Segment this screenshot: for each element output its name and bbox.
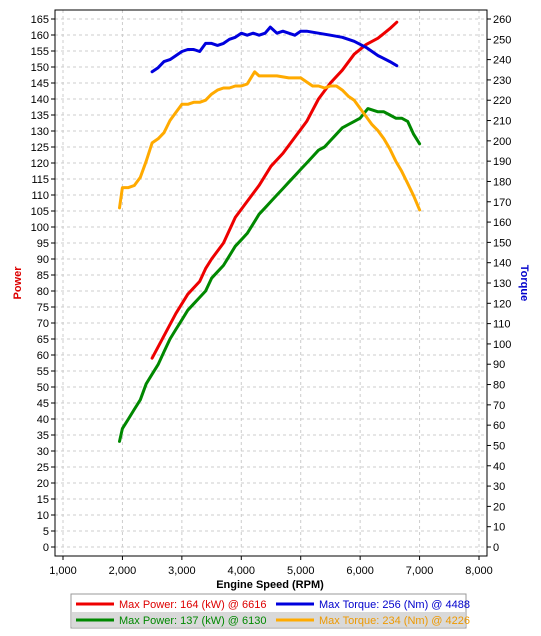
y-axis-left-title: Power (12, 266, 24, 300)
y-right-tick-label: 140 (493, 258, 511, 270)
y-left-tick-label: 155 (31, 46, 49, 58)
y-left-tick-label: 50 (37, 382, 49, 394)
series-line-3 (118, 70, 422, 212)
y-right-tick-label: 170 (493, 197, 511, 209)
y-left-tick-label: 65 (37, 334, 49, 346)
x-tick-label: 8,000 (465, 565, 493, 577)
y-right-tick-label: 50 (493, 440, 505, 452)
x-tick-label: 7,000 (406, 565, 434, 577)
y-left-tick-label: 160 (31, 30, 49, 42)
y-axis-left: 0 5 10 15 20 25 30 35 40 45 50 55 60 65 70 75 80 85 90 95 10… (31, 14, 55, 554)
y-right-tick-label: 230 (493, 75, 511, 87)
x-tick-label: 1,000 (49, 565, 77, 577)
y-left-tick-label: 115 (31, 174, 49, 186)
y-left-tick-label: 110 (31, 190, 49, 202)
x-axis: 1,000 2,000 3,000 4,000 5,000 6,000 7,000 8,000 (49, 556, 493, 577)
y-right-tick-label: 90 (493, 359, 505, 371)
y-left-tick-label: 0 (43, 542, 49, 554)
x-axis-title: Engine Speed (RPM) (216, 579, 324, 591)
legend-row-shade (72, 612, 465, 627)
series-line-0 (150, 20, 399, 360)
series-lines (118, 20, 422, 443)
y-right-tick-label: 10 (493, 522, 505, 534)
y-right-tick-label: 160 (493, 217, 511, 229)
x-tick-label: 2,000 (109, 565, 137, 577)
y-right-tick-label: 60 (493, 420, 505, 432)
y-right-tick-label: 180 (493, 176, 511, 188)
y-left-tick-label: 25 (37, 462, 49, 474)
y-right-tick-label: 0 (493, 542, 499, 554)
y-right-tick-label: 210 (493, 116, 511, 128)
legend-entry-label: Max Torque: 234 (Nm) @ 4226 (319, 615, 470, 627)
y-right-tick-label: 190 (493, 156, 511, 168)
y-right-tick-label: 20 (493, 501, 505, 513)
y-axis-right-title: Torque (518, 265, 530, 301)
y-left-tick-label: 75 (37, 302, 49, 314)
y-left-tick-label: 60 (37, 350, 49, 362)
y-right-tick-label: 220 (493, 95, 511, 107)
y-left-tick-label: 95 (37, 238, 49, 250)
y-left-tick-label: 90 (37, 254, 49, 266)
legend: Max Power: 164 (kW) @ 6616 Max Torque: 25… (70, 593, 470, 629)
y-left-tick-label: 85 (37, 270, 49, 282)
y-left-tick-label: 80 (37, 286, 49, 298)
y-right-tick-label: 70 (493, 400, 505, 412)
y-right-tick-label: 260 (493, 14, 511, 26)
y-left-tick-label: 55 (37, 366, 49, 378)
x-tick-label: 3,000 (168, 565, 196, 577)
y-axis-right: 0 10 20 30 40 50 60 70 80 90 100 110 120 130 140 150 160… (487, 14, 511, 554)
y-left-tick-label: 150 (31, 62, 49, 74)
y-right-tick-label: 240 (493, 55, 511, 67)
y-left-tick-label: 5 (43, 526, 49, 538)
y-right-tick-label: 150 (493, 237, 511, 249)
y-right-tick-label: 30 (493, 481, 505, 493)
y-left-tick-label: 15 (37, 494, 49, 506)
y-left-tick-label: 125 (31, 142, 49, 154)
y-right-tick-label: 250 (493, 34, 511, 46)
y-right-tick-label: 40 (493, 461, 505, 473)
legend-entry-label: Max Power: 164 (kW) @ 6616 (119, 599, 267, 611)
y-right-tick-label: 200 (493, 136, 511, 148)
y-right-tick-label: 80 (493, 380, 505, 392)
legend-entry-label: Max Torque: 256 (Nm) @ 4488 (319, 599, 470, 611)
y-left-tick-label: 135 (31, 110, 49, 122)
y-right-tick-label: 110 (493, 319, 511, 331)
y-left-tick-label: 120 (31, 158, 49, 170)
legend-entry-label: Max Power: 137 (kW) @ 6130 (119, 615, 267, 627)
y-left-tick-label: 105 (31, 206, 49, 218)
x-tick-label: 5,000 (287, 565, 315, 577)
y-right-tick-label: 100 (493, 339, 511, 351)
y-left-tick-label: 145 (31, 78, 49, 90)
y-left-tick-label: 165 (31, 14, 49, 26)
y-left-tick-label: 10 (37, 510, 49, 522)
y-left-tick-label: 130 (31, 126, 49, 138)
x-tick-label: 6,000 (346, 565, 374, 577)
y-left-tick-label: 35 (37, 430, 49, 442)
y-left-tick-label: 40 (37, 414, 49, 426)
y-left-tick-label: 45 (37, 398, 49, 410)
y-left-tick-label: 20 (37, 478, 49, 490)
y-left-tick-label: 30 (37, 446, 49, 458)
y-right-tick-label: 130 (493, 278, 511, 290)
y-left-tick-label: 100 (31, 222, 49, 234)
y-left-tick-label: 70 (37, 318, 49, 330)
x-tick-label: 4,000 (228, 565, 256, 577)
y-left-tick-label: 140 (31, 94, 49, 106)
series-line-1 (150, 25, 399, 74)
y-right-tick-label: 120 (493, 298, 511, 310)
series-line-2 (118, 107, 422, 443)
